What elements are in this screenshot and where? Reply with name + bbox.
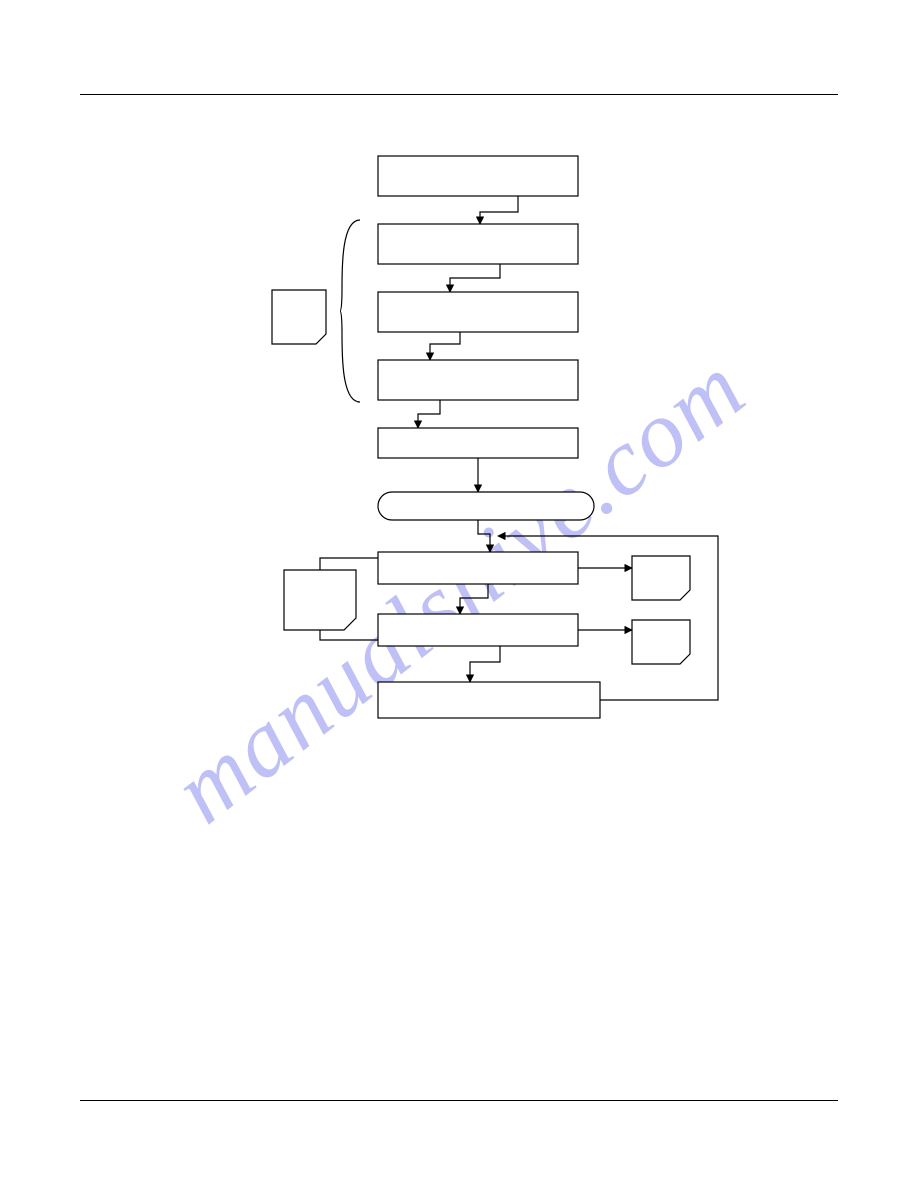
flow-node-note_r1 — [632, 556, 690, 600]
flow-edge — [460, 584, 488, 614]
flow-edge — [320, 630, 378, 640]
flow-node-n3 — [378, 292, 578, 332]
flow-node-n4 — [378, 360, 578, 400]
grouping-brace — [340, 220, 360, 402]
page: manualshive.com — [0, 0, 918, 1188]
flow-node-n9 — [378, 682, 600, 718]
flow-edge — [478, 520, 490, 552]
flow-edge — [480, 196, 518, 224]
flow-node-n1 — [378, 156, 578, 196]
flow-node-n7 — [378, 552, 578, 584]
flow-edge — [418, 400, 440, 428]
flow-node-note_left_big — [284, 570, 356, 630]
flow-node-n6 — [378, 492, 594, 520]
flow-node-note_r2 — [632, 620, 690, 664]
flow-edge — [470, 646, 500, 682]
flow-edge — [430, 332, 460, 360]
flow-node-n8 — [378, 614, 578, 646]
flow-edge — [450, 264, 500, 292]
flow-node-n5 — [378, 428, 578, 458]
flow-node-note_left_small — [272, 290, 326, 344]
flowchart-canvas — [0, 0, 918, 1188]
flow-node-n2 — [378, 224, 578, 264]
flow-edge — [320, 558, 378, 570]
